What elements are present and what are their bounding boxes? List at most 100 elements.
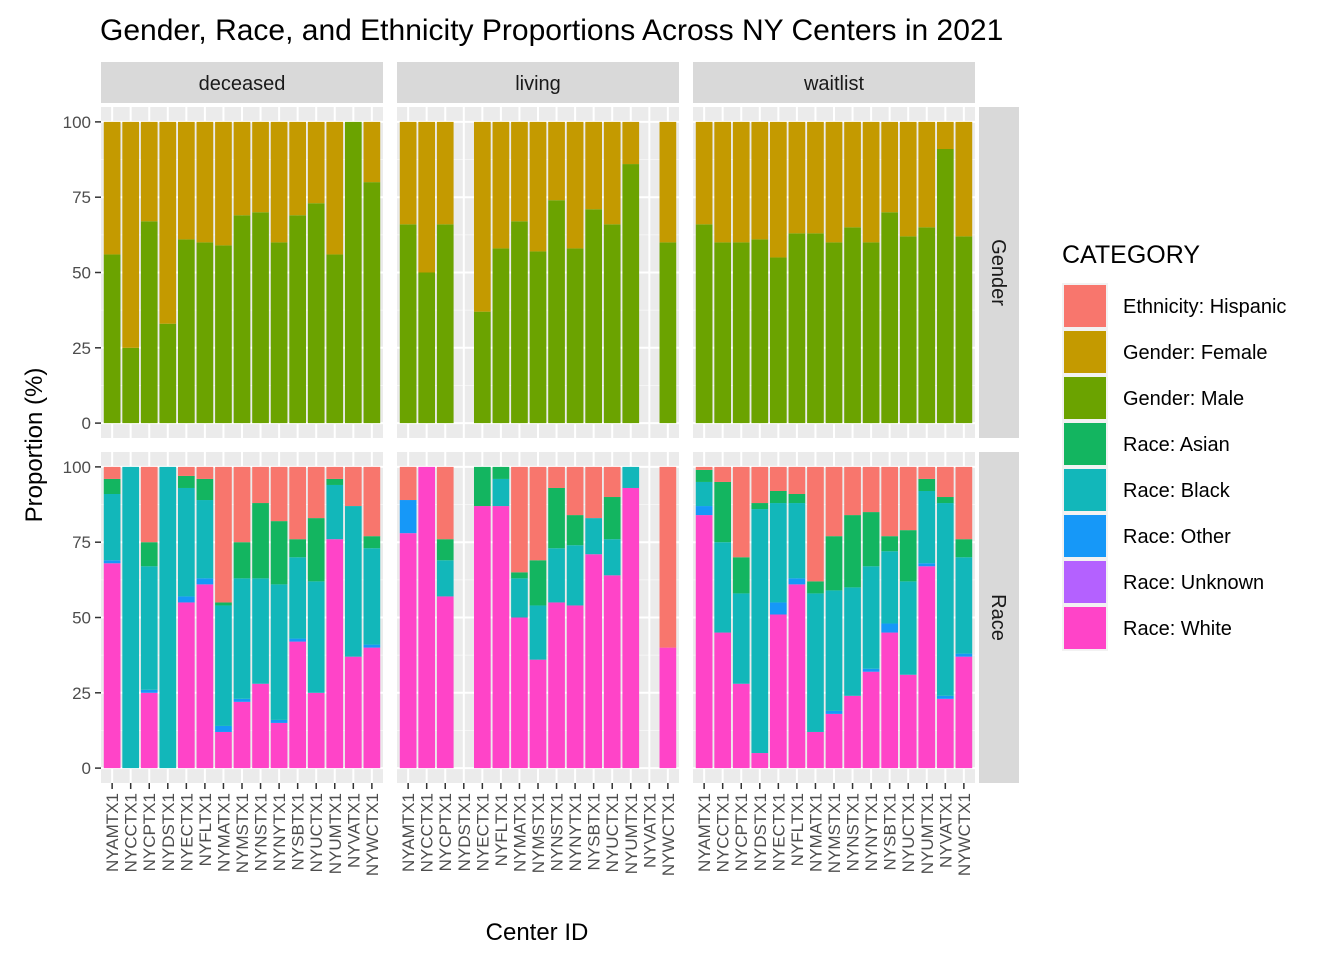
bar-segment [881,551,899,624]
bar-segment [714,242,732,424]
bar-segment [955,121,973,237]
y-tick-label: 100 [63,113,91,132]
legend: CATEGORY Ethnicity: Hispanic Gender: Fema… [1062,241,1286,651]
bar-segment [659,242,677,424]
bar-segment [436,121,454,225]
x-tick-label: NYUMTX1 [622,793,641,874]
legend-key-swatch [1064,515,1106,557]
legend-key-swatch [1064,377,1106,419]
bar-segment [492,478,510,507]
bar-segment [751,121,769,240]
bar-segment [918,478,936,491]
x-tick-label: NYAMTX1 [695,793,714,872]
bar-segment [103,121,121,255]
x-axis-title: Center ID [486,919,589,946]
bar-segment [252,503,269,579]
bar-segment [695,506,713,516]
legend-key-swatch [1064,423,1106,465]
bar-segment [418,466,436,769]
bar-segment [122,347,140,424]
bar-segment [103,466,121,479]
bar-segment [659,121,677,243]
bar-segment [585,466,603,519]
bar-segment [270,121,288,243]
x-tick-label: NYDSTX1 [159,793,178,871]
bar-segment [732,683,750,769]
bar-segment [289,557,307,639]
bar-segment [511,617,528,769]
bar-segment [955,557,973,654]
bar-segment [196,500,214,579]
legend-label: Race: Asian [1123,434,1230,456]
bar-segment [769,466,787,491]
x-tick-label: NYECTX1 [769,793,788,871]
bar-segment [252,683,269,769]
bar-segment [769,614,787,769]
bar-segment [122,121,140,348]
bar-segment [714,481,732,543]
bar-segment [177,239,195,424]
x-tick-label: NYUCTX1 [603,793,622,872]
bar-segment [233,578,251,699]
panel-living-gender [397,107,679,438]
facet-strip-label: deceased [199,73,286,95]
bar-segment [103,478,121,495]
bar-segment [732,242,750,424]
bar-segment [252,121,269,213]
bar-segment [344,466,362,507]
bar-segment [436,596,454,769]
bar-segment [603,224,621,424]
facet-strip-label: living [515,73,561,95]
x-tick-label: NYVATX1 [936,793,955,868]
bar-segment [103,560,121,564]
bar-segment [862,566,880,669]
bar-segment [363,647,381,769]
bar-segment [844,587,861,696]
bar-segment [603,575,621,769]
x-tick-label: NYMATX1 [214,793,233,872]
bar-segment [566,515,584,546]
bar-segment [918,566,936,769]
bar-segment [899,121,917,237]
bar-segment [363,536,381,549]
bar-segment [399,533,417,769]
x-tick-label: NYDSTX1 [751,793,770,871]
bar-segment [473,311,491,424]
legend-key-swatch [1064,607,1106,649]
bar-segment [511,466,528,573]
bar-segment [881,632,899,769]
bar-segment [807,466,824,582]
bar-segment [140,692,158,769]
y-tick-label: 50 [72,609,91,628]
x-tick-label: NYFLTX1 [492,793,511,866]
bar-segment [473,506,491,769]
bar-segment [732,121,750,243]
legend-key-swatch [1064,469,1106,511]
bar-segment [548,602,565,769]
bar-segment [695,469,713,482]
bar-segment [418,272,436,424]
bar-segment [196,478,214,501]
x-tick-label: NYWCTX1 [659,793,678,876]
bar-segment [807,121,824,234]
bar-segment [233,121,251,216]
legend-label: Ethnicity: Hispanic [1123,296,1286,318]
bar-segment [177,121,195,240]
bar-segment [769,503,787,603]
x-tick-label: NYNSTX1 [844,793,863,871]
bar-segment [825,590,843,711]
x-tick-label: NYDSTX1 [455,793,474,871]
bar-segment [862,242,880,424]
bar-segment [159,466,177,769]
legend-title: CATEGORY [1062,241,1200,269]
y-tick-label: 75 [72,533,91,552]
bar-segment [918,563,936,567]
bar-segment [363,182,381,424]
x-tick-label: NYUCTX1 [899,793,918,872]
bar-segment [881,536,899,552]
bar-segment [215,245,232,424]
bar-segment [307,203,325,424]
bar-segment [695,466,713,470]
bar-segment [326,484,344,540]
